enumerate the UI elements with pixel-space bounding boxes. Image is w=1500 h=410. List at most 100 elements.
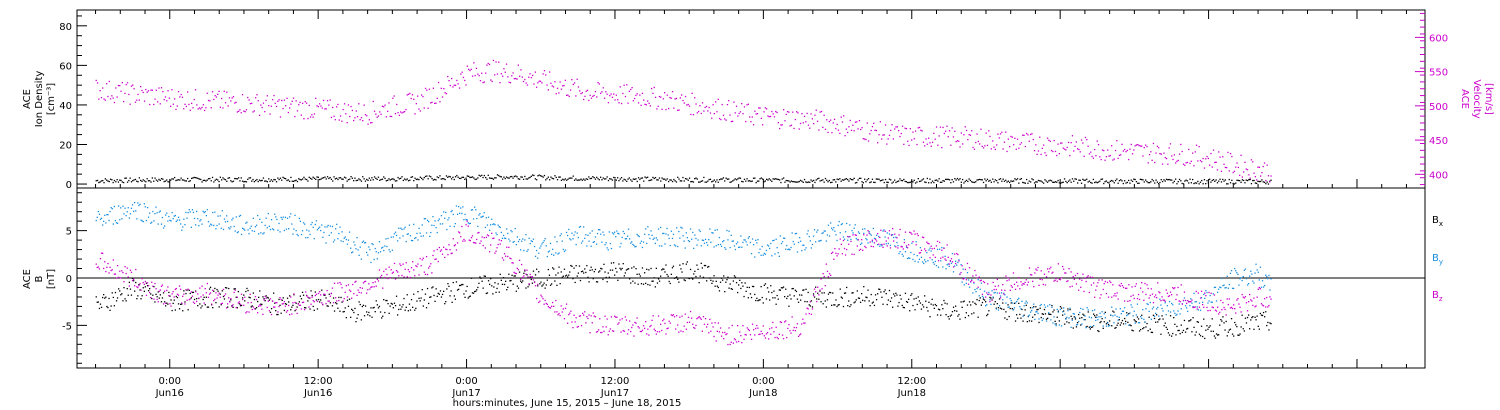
by-point	[561, 240, 563, 242]
velocity-point	[525, 82, 527, 84]
bz-point	[157, 301, 159, 303]
velocity-point	[162, 91, 164, 93]
bz-point	[437, 260, 439, 263]
velocity-point	[171, 89, 173, 91]
density-point	[1065, 180, 1067, 183]
bx-point	[788, 305, 790, 307]
bz-point	[174, 288, 176, 290]
bx-point	[996, 303, 998, 305]
by-point	[493, 223, 495, 225]
velocity-point	[1053, 139, 1055, 142]
bx-point	[836, 305, 838, 308]
velocity-point	[477, 73, 479, 75]
velocity-point	[360, 117, 363, 119]
by-point	[476, 217, 478, 220]
bz-point	[966, 262, 969, 265]
density-point	[277, 177, 279, 179]
velocity-point	[1155, 152, 1157, 154]
bx-point	[188, 289, 190, 291]
by-point	[1220, 286, 1222, 289]
bx-point	[629, 278, 631, 280]
by-point	[1236, 272, 1238, 274]
bz-point	[308, 306, 310, 308]
bx-point	[1146, 322, 1148, 325]
by-point	[221, 210, 223, 212]
bx-point	[899, 294, 901, 296]
bx-point	[1254, 316, 1256, 318]
by-point	[851, 230, 853, 232]
velocity-point	[607, 102, 610, 104]
density-point	[427, 178, 429, 180]
bx-point	[264, 300, 266, 302]
bx-point	[605, 276, 607, 279]
density-point	[718, 179, 721, 181]
bx-point	[341, 301, 343, 303]
density-point	[1134, 178, 1136, 181]
velocity-point	[1199, 159, 1202, 162]
by-point	[850, 238, 852, 241]
bx-point	[614, 274, 616, 276]
bz-point	[253, 308, 256, 310]
bx-point	[138, 283, 140, 286]
bx-point	[939, 309, 941, 311]
by-point	[144, 206, 146, 208]
by-point	[166, 212, 168, 214]
velocity-point	[1121, 143, 1123, 145]
density-point	[816, 178, 819, 180]
bz-point	[1059, 279, 1062, 281]
velocity-point	[631, 87, 633, 89]
bx-point	[565, 274, 568, 276]
by-point	[348, 231, 351, 233]
bx-point	[242, 297, 244, 299]
bz-point	[613, 330, 615, 332]
density-point	[712, 180, 714, 182]
by-point	[626, 235, 629, 237]
bx-point	[828, 291, 831, 294]
by-point	[879, 245, 881, 247]
bz-point	[465, 224, 467, 226]
bz-point	[925, 250, 927, 252]
bx-point	[929, 316, 931, 318]
bx-point	[1253, 328, 1255, 330]
by-point	[664, 243, 666, 245]
velocity-point	[149, 103, 151, 106]
velocity-point	[593, 94, 595, 97]
bx-point	[724, 291, 726, 293]
density-point	[457, 176, 459, 178]
bz-point	[811, 308, 814, 310]
by-point	[1037, 312, 1039, 315]
bx-point	[1249, 328, 1251, 330]
by-point	[647, 226, 649, 228]
by-point	[436, 231, 438, 234]
bx-point	[950, 314, 953, 316]
bz-point	[353, 293, 355, 295]
by-point	[266, 227, 268, 229]
density-point	[943, 180, 945, 182]
bx-point	[892, 306, 894, 308]
by-point	[304, 223, 306, 225]
density-point	[720, 178, 722, 180]
velocity-point	[545, 74, 547, 76]
bz-point	[412, 261, 414, 263]
bz-point	[850, 240, 852, 243]
velocity-point	[786, 111, 789, 113]
velocity-point	[622, 92, 624, 95]
by-point	[1012, 309, 1015, 311]
bx-point	[564, 275, 567, 277]
density-point	[815, 179, 817, 181]
velocity-point	[1011, 136, 1013, 138]
by-point	[172, 218, 174, 220]
by-point	[882, 230, 884, 232]
bz-point	[492, 237, 494, 240]
velocity-point	[141, 89, 143, 92]
velocity-point	[492, 59, 495, 62]
bz-point	[338, 299, 340, 302]
density-point	[201, 181, 203, 183]
bx-point	[1059, 306, 1062, 308]
by-point	[636, 233, 638, 236]
bx-point	[1094, 315, 1096, 317]
bx-point	[176, 296, 179, 299]
by-point	[314, 223, 316, 226]
density-point	[308, 176, 310, 178]
by-point	[625, 238, 628, 240]
